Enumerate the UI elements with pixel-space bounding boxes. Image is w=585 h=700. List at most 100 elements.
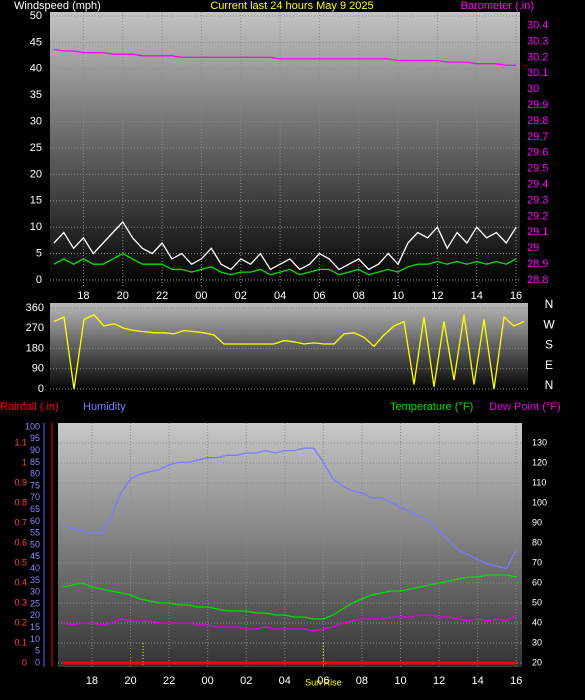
y2-tick-label: 29.1 — [527, 226, 548, 238]
y2-axis-label: Barometer (.in) — [461, 0, 534, 12]
y-tick-label: 50 — [30, 10, 42, 22]
y2-tick-label: S — [545, 338, 553, 352]
y-tick-label: 0 — [38, 383, 44, 395]
y-tick-label: 75 — [30, 480, 40, 490]
y2-tick-label: 110 — [532, 477, 546, 487]
x-tick-label: 00 — [195, 290, 207, 302]
y-tick-label: 0 — [36, 274, 42, 286]
x-tick-label: 14 — [471, 290, 483, 302]
y2-tick-label: 30.2 — [527, 51, 548, 63]
y2-tick-label: 29.2 — [527, 210, 548, 222]
y-tick-label: 5 — [36, 248, 42, 260]
y-tick-label: 85 — [30, 457, 40, 467]
y3-tick-label: 0.7 — [14, 517, 27, 527]
sun-label: Sun Rise — [305, 677, 342, 687]
y2-tick-label: 20 — [532, 657, 542, 667]
plot-area — [58, 423, 522, 667]
x-tick-label: 12 — [433, 675, 445, 687]
y-tick-label: 25 — [30, 142, 42, 154]
y2-tick-label: 29.9 — [527, 99, 548, 111]
y-tick-label: 90 — [30, 445, 40, 455]
x-tick-label: 16 — [510, 290, 522, 302]
y2-tick-label: 130 — [532, 437, 547, 447]
y2-tick-label: 50 — [532, 597, 542, 607]
y2-tick-label: 120 — [532, 457, 547, 467]
y-tick-label: 60 — [30, 516, 40, 526]
y-tick-label: 5 — [35, 646, 40, 656]
y-tick-label: 10 — [30, 634, 40, 644]
y2-tick-label: N — [545, 378, 554, 392]
y-tick-label: 35 — [30, 575, 40, 585]
legend-label: Temperature (°F) — [390, 401, 473, 413]
y-tick-label: 40 — [30, 63, 42, 75]
y-tick-label: 270 — [26, 322, 44, 334]
y-tick-label: 45 — [30, 36, 42, 48]
y2-tick-label: 29.8 — [527, 115, 548, 127]
x-tick-label: 22 — [163, 675, 175, 687]
series-line — [53, 314, 525, 390]
y-tick-label: 80 — [30, 469, 40, 479]
x-tick-label: 12 — [431, 290, 443, 302]
y2-tick-label: 29 — [527, 242, 539, 254]
x-tick-label: 02 — [235, 290, 247, 302]
x-tick-label: 14 — [472, 675, 484, 687]
chart-title: Current last 24 hours May 9 2025 — [210, 0, 373, 12]
y2-tick-label: 29.7 — [527, 131, 548, 143]
y3-tick-label: 0.2 — [14, 617, 27, 627]
y2-tick-label: 29.3 — [527, 194, 548, 206]
y-tick-label: 100 — [25, 421, 40, 431]
y3-tick-label: 0.1 — [14, 637, 27, 647]
y-tick-label: 65 — [30, 504, 40, 514]
y-tick-label: 95 — [30, 433, 40, 443]
y-tick-label: 35 — [30, 89, 42, 101]
y2-tick-label: 29.4 — [527, 178, 548, 190]
y2-tick-label: 30 — [527, 83, 539, 95]
y-tick-label: 25 — [30, 598, 40, 608]
x-tick-label: 22 — [156, 290, 168, 302]
y2-tick-label: 60 — [532, 577, 542, 587]
x-tick-label: 18 — [86, 675, 98, 687]
y-tick-label: 0 — [35, 657, 40, 667]
y2-tick-label: 30 — [532, 637, 542, 647]
y2-tick-label: 80 — [532, 537, 542, 547]
y2-tick-label: 30.3 — [527, 35, 548, 47]
x-tick-label: 06 — [313, 290, 325, 302]
x-tick-label: 00 — [202, 675, 214, 687]
y2-tick-label: 70 — [532, 557, 542, 567]
series-line — [53, 252, 517, 276]
y-tick-label: 180 — [26, 342, 44, 354]
y2-tick-label: E — [545, 358, 553, 372]
y-tick-label: 15 — [30, 195, 42, 207]
y2-tick-label: N — [545, 297, 554, 311]
y2-tick-label: 90 — [532, 517, 542, 527]
y-tick-label: 360 — [26, 302, 44, 314]
x-tick-label: 16 — [510, 675, 522, 687]
x-tick-label: 18 — [77, 290, 89, 302]
legend-label: Humidity — [83, 401, 126, 413]
x-tick-label: 04 — [274, 290, 286, 302]
plot-area — [50, 303, 528, 392]
y-tick-label: 50 — [30, 539, 40, 549]
series-line — [53, 48, 517, 66]
y3-tick-label: 0.3 — [14, 597, 27, 607]
y2-tick-label: 28.9 — [527, 258, 548, 270]
y-tick-label: 55 — [30, 528, 40, 538]
y-tick-label: 30 — [30, 116, 42, 128]
y2-tick-label: W — [543, 317, 555, 331]
series-line — [53, 220, 517, 271]
y3-tick-label: 0.4 — [14, 577, 27, 587]
y-axis-label: Windspeed (mph) — [14, 0, 101, 12]
y-tick-label: 15 — [30, 622, 40, 632]
x-tick-label: 10 — [392, 290, 404, 302]
y2-tick-label: 29.5 — [527, 163, 548, 175]
series-line — [62, 574, 517, 620]
x-tick-label: 10 — [394, 675, 406, 687]
x-tick-label: 02 — [240, 675, 252, 687]
y-tick-label: 20 — [30, 610, 40, 620]
y3-tick-label: 1.1 — [14, 437, 27, 447]
y-tick-label: 20 — [30, 168, 42, 180]
y3-tick-label: 0.8 — [14, 497, 27, 507]
series-line — [62, 447, 517, 570]
y3-tick-label: 0.6 — [14, 537, 27, 547]
y3-tick-label: 0.5 — [14, 557, 27, 567]
